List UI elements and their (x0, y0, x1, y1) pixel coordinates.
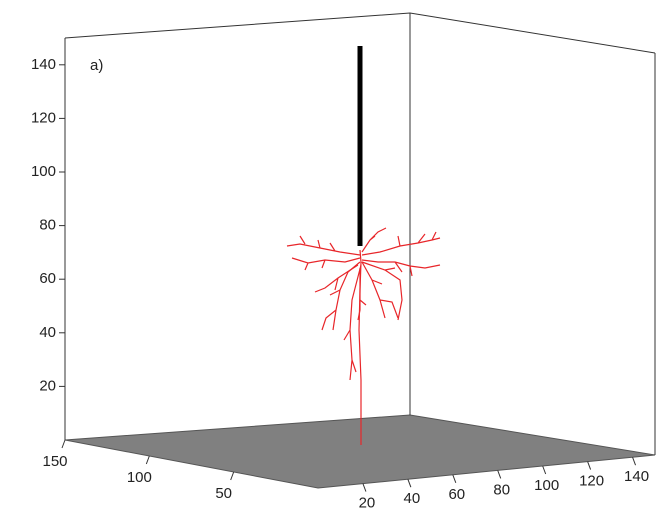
z-tick-label: 80 (39, 217, 56, 234)
z-tick-label: 60 (39, 270, 56, 287)
x-tick-label: 140 (624, 468, 649, 485)
x-tick (632, 457, 637, 466)
top-edge (64, 12, 656, 54)
y-tick (61, 439, 66, 449)
x-tick-label: 60 (448, 486, 465, 503)
z-tick-label: 100 (31, 163, 56, 180)
panel-label: a) (90, 57, 103, 74)
x-tick (407, 479, 412, 488)
z-tick-label: 140 (31, 56, 56, 73)
z-tick-label: 120 (31, 109, 56, 126)
stem-marker (357, 46, 363, 246)
y-tick (230, 471, 235, 481)
x-tick-label: 40 (404, 490, 421, 507)
y-tick-label: 50 (215, 485, 232, 502)
y-tick (145, 455, 150, 465)
floor (64, 414, 656, 489)
x-tick (542, 465, 547, 475)
y-tick-label: 100 (127, 469, 152, 486)
x-tick (497, 470, 502, 479)
x-tick-label: 100 (534, 477, 559, 494)
z-tick-label: 20 (39, 377, 56, 394)
x-tick-label: 20 (359, 495, 376, 512)
x-tick (452, 474, 457, 483)
x-tick-label: 120 (579, 473, 604, 490)
x-tick (587, 461, 592, 470)
z-tick-label: 40 (39, 324, 56, 341)
x-tick-label: 80 (493, 481, 510, 498)
root-system (286, 227, 441, 445)
x-tick (362, 483, 367, 492)
y-tick-label: 150 (42, 453, 67, 470)
